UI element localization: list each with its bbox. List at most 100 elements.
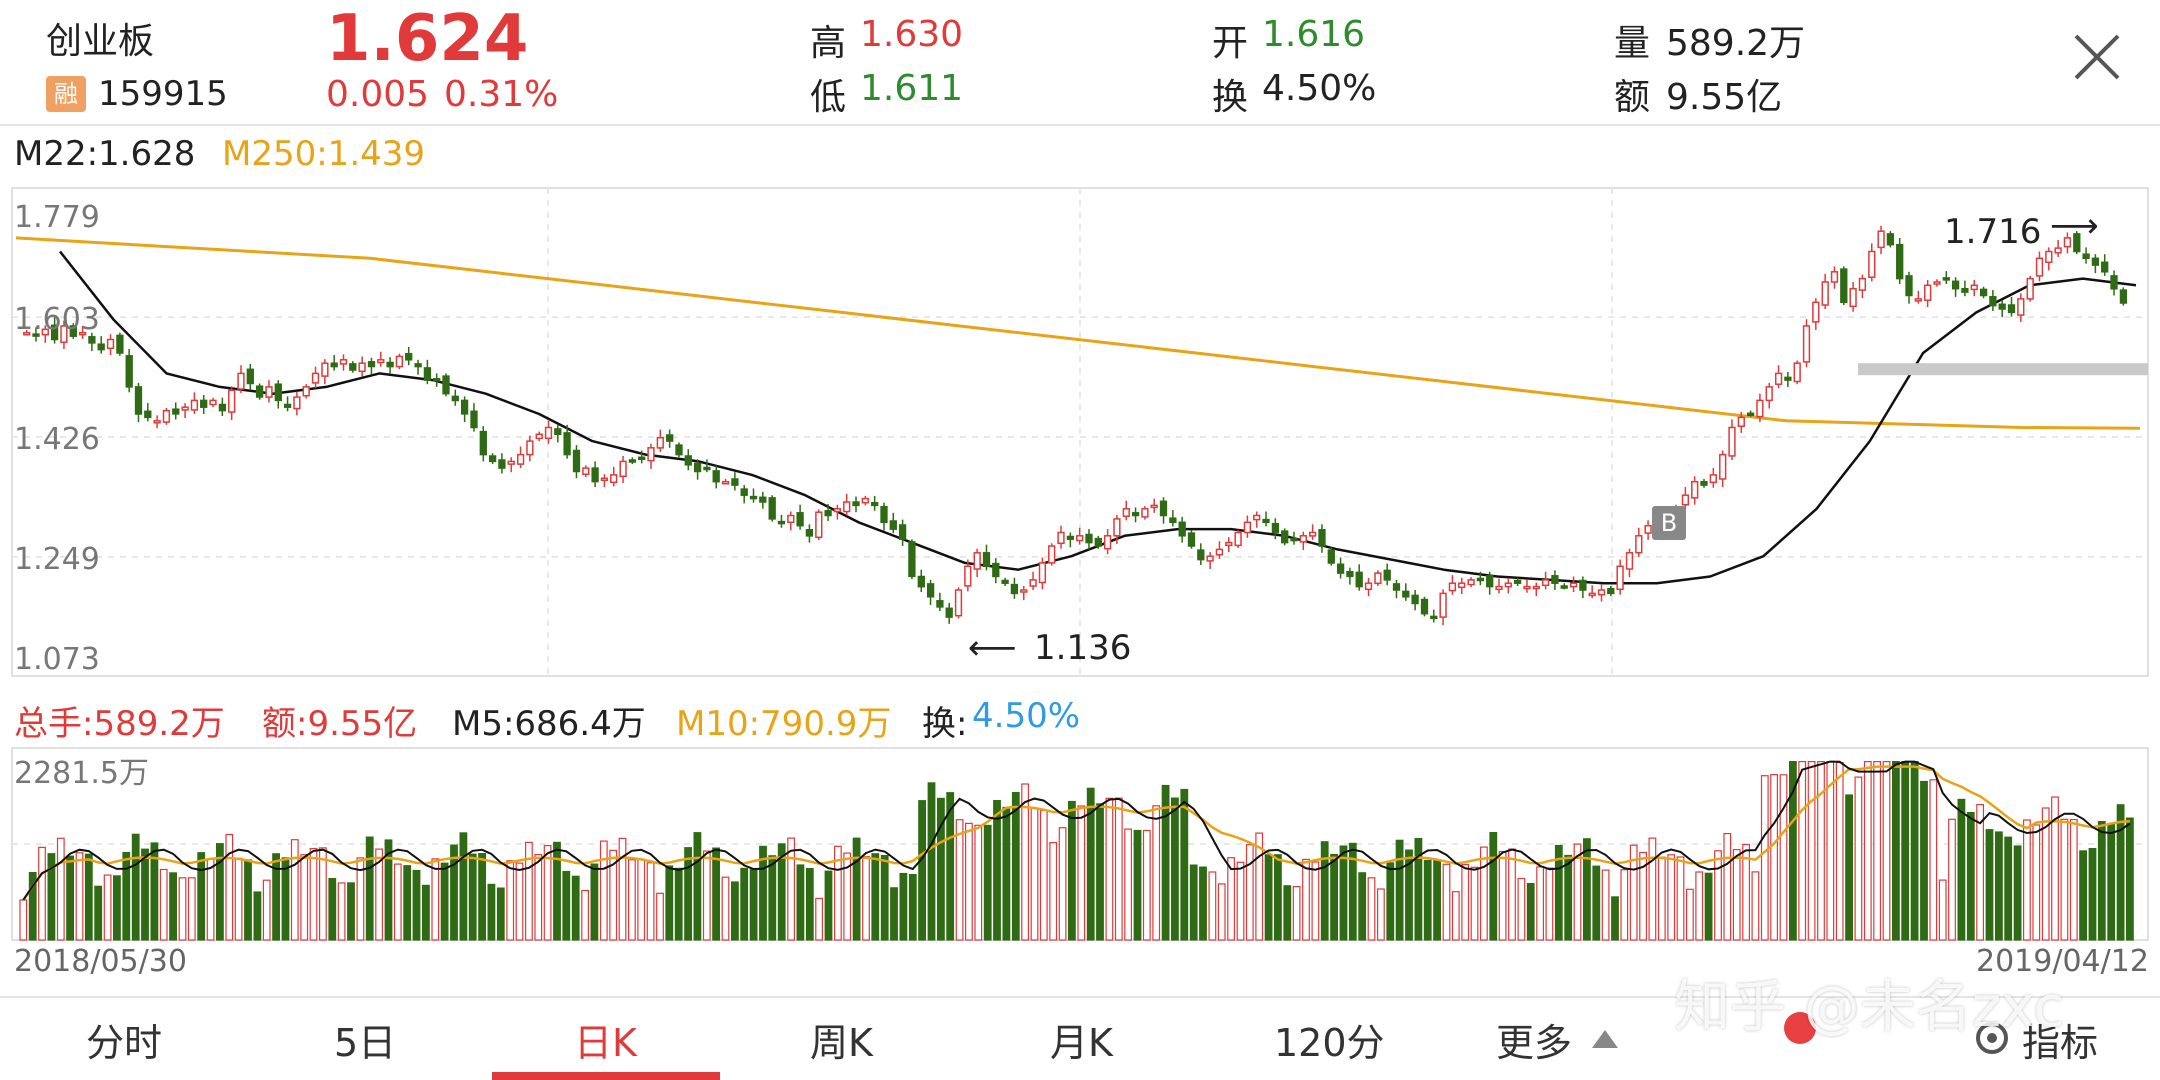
candle-body [1979,288,1988,297]
volume-bar [862,856,870,941]
volume-bar [1994,831,2003,941]
candle-body [69,325,77,337]
volume-m5-line [22,760,2131,901]
candle-body [712,470,720,483]
tab-120min[interactable]: 120分 [1274,1021,1385,1065]
volume-bar [328,878,337,941]
volume-bar [1470,866,1479,941]
volume-bar [1798,761,1807,941]
candle-body [889,520,897,530]
volume-bar [1227,857,1236,941]
volume-bar [1283,885,1292,941]
candle-body [1113,518,1121,537]
volume-bar [637,858,646,941]
volume-bar [1498,850,1507,941]
volume-bar [2060,818,2069,941]
turnover-value: 4.50% [1262,68,1377,109]
tab-more[interactable]: 更多 [1496,1021,1573,1065]
tab-intraday[interactable]: 分时 [86,1021,163,1065]
volume-bar [1854,776,1863,941]
candle-body [1076,535,1084,542]
volume-bar [1152,805,1161,941]
candle-body [1551,575,1559,584]
volume-bar [1948,818,1956,941]
volume-bar [347,882,355,941]
volume-bar [1208,871,1217,941]
volume-bar [1929,779,1938,941]
volume-bar [1105,797,1114,941]
volume-bar [384,839,393,941]
volume-chart[interactable] [0,744,2160,944]
candle-body [228,389,236,413]
y-tick-label: 1.249 [14,542,100,577]
tab-monthly-k[interactable]: 月K [1050,1021,1113,1065]
volume-bar [702,850,711,941]
record-icon[interactable] [1784,1012,1816,1044]
volume-bar [1714,850,1722,941]
volume-bar [656,892,664,941]
kline-chart[interactable] [0,186,2160,686]
candle-body [1215,548,1224,556]
candle-body [1532,585,1540,590]
candle-body [1234,531,1242,547]
volume-value: 589.2万 [1666,23,1806,64]
candle-body [1644,524,1652,534]
volume-bar [599,840,608,941]
candle-body [2054,247,2062,254]
volume-bar [1405,849,1413,941]
volume-bar [1966,811,1975,941]
volume-bar [1021,783,1029,941]
candle-body [1066,535,1075,540]
volume-bar [506,860,515,941]
tab-5day[interactable]: 5日 [334,1021,397,1065]
tab-daily-k[interactable]: 日K [574,1021,637,1065]
volume-bar [1508,848,1516,941]
candle-body [181,406,189,411]
candle-body [1327,549,1335,564]
candle-body [349,363,357,371]
indicator-gear-icon[interactable] [1972,1018,2012,1062]
tab-indicators[interactable]: 指标 [2022,1021,2099,1065]
candle-body [1961,287,1969,293]
volume-bar [983,824,992,941]
volume-bar [1938,879,1947,941]
candle-body [339,359,348,365]
candle-body [1495,585,1503,591]
candle-body [1737,416,1745,427]
candle-body [2007,304,2016,314]
candle-body [852,501,860,507]
volume-bar [1086,787,1095,941]
candle-body [2119,289,2128,304]
candle-body [1868,250,1876,278]
volume-bar [1564,854,1573,941]
volume-bar [2004,836,2013,941]
date-start: 2018/05/30 [14,944,187,979]
candle-body [796,512,804,527]
volume-amount: 额:9.55亿 [262,704,418,744]
volume-bar [1348,842,1357,941]
low-value: 1.611 [860,68,964,109]
volume-bar [1330,853,1339,941]
close-icon[interactable] [2070,30,2124,84]
volume-bar [290,839,299,941]
ma250-legend: M250:1.439 [222,134,426,174]
volume-bar [206,858,215,941]
volume-bar [1732,848,1741,941]
candle-body [1038,562,1047,584]
volume-bar [1414,837,1423,941]
candle-body [815,511,823,539]
candle-body [1141,508,1149,518]
buy-marker[interactable]: B [1652,506,1686,540]
candle-body [1569,582,1578,588]
volume-bar [871,853,880,941]
candle-body [479,430,487,456]
volume-bar [2013,845,2022,941]
candle-body [638,456,646,461]
volume-bar [1255,832,1264,941]
volume-label: 量 [1614,23,1651,64]
volume-bar [2088,847,2097,941]
candle-body [619,460,627,478]
candle-body [125,355,133,388]
candle-body [926,583,935,598]
tab-weekly-k[interactable]: 周K [810,1021,873,1065]
